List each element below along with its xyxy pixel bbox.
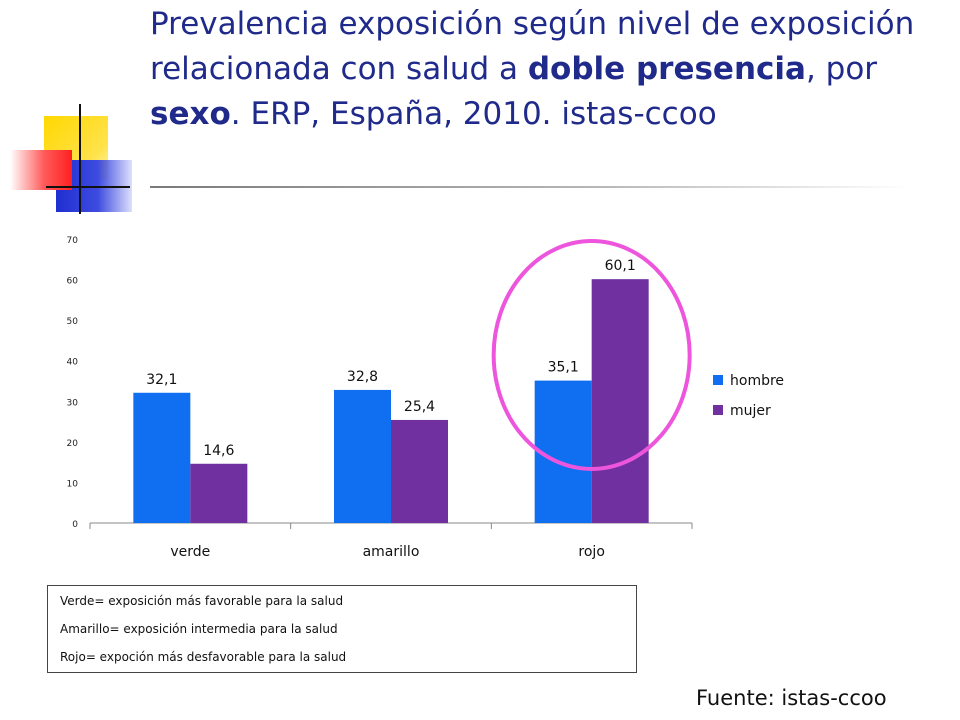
title-bold-2: sexo — [150, 96, 231, 132]
note-amarillo: Amarillo= exposición intermedia para la … — [60, 622, 338, 636]
y-tick-label: 70 — [67, 236, 79, 246]
bar-chart: 0 10 20 30 40 50 60 70 32,1 14,6 verde 32,8 25,4 amar… — [67, 236, 784, 560]
legend-swatch-hombre — [713, 375, 723, 385]
legend-label-hombre: hombre — [730, 373, 784, 389]
y-tick-label: 10 — [67, 479, 79, 489]
legend-label-mujer: mujer — [730, 403, 771, 419]
data-label-hombre-rojo: 35,1 — [548, 360, 579, 376]
bar-mujer-verde — [190, 463, 248, 523]
y-tick-label: 20 — [67, 439, 79, 449]
data-label-hombre-amarillo: 32,8 — [347, 369, 378, 385]
y-tick-label: 60 — [67, 277, 79, 287]
highlight-circle — [491, 239, 692, 471]
bar-hombre-rojo — [534, 380, 592, 523]
legend-swatch-mujer — [713, 405, 723, 415]
data-label-hombre-verde: 32,1 — [146, 372, 177, 388]
logo-horizontal-line — [46, 186, 130, 188]
x-tick-label-rojo: rojo — [578, 544, 604, 560]
y-tick-label: 30 — [67, 398, 79, 408]
logo-vertical-line — [79, 104, 81, 214]
source-text: Fuente: istas-ccoo — [696, 686, 887, 710]
title-part-1: Prevalencia exposición según nivel de ex… — [150, 6, 915, 87]
note-verde: Verde= exposición más favorable para la … — [60, 594, 344, 608]
slide-title: Prevalencia exposición según nivel de ex… — [150, 2, 930, 137]
bar-hombre-amarillo — [334, 389, 391, 523]
x-tick-label-verde: verde — [170, 544, 210, 560]
color-legend-notes: Verde= exposición más favorable para la … — [47, 585, 637, 673]
title-underline — [150, 186, 910, 188]
title-bold-1: doble presencia — [527, 51, 806, 87]
bar-mujer-rojo — [591, 279, 649, 523]
bar-hombre-verde — [133, 392, 191, 523]
data-label-mujer-amarillo: 25,4 — [404, 399, 435, 415]
title-part-2: , por — [805, 51, 878, 87]
x-tick-label-amarillo: amarillo — [363, 544, 420, 560]
data-label-mujer-verde: 14,6 — [203, 443, 234, 459]
bar-mujer-amarillo — [391, 419, 448, 523]
note-rojo: Rojo= expoción más desfavorable para la … — [60, 650, 347, 664]
y-tick-label: 0 — [72, 520, 78, 530]
data-label-mujer-rojo: 60,1 — [605, 258, 636, 274]
y-tick-label: 40 — [67, 358, 79, 368]
y-tick-label: 50 — [67, 317, 79, 327]
title-part-3: . ERP, España, 2010. istas-ccoo — [230, 96, 717, 132]
logo-red-square — [10, 150, 72, 190]
